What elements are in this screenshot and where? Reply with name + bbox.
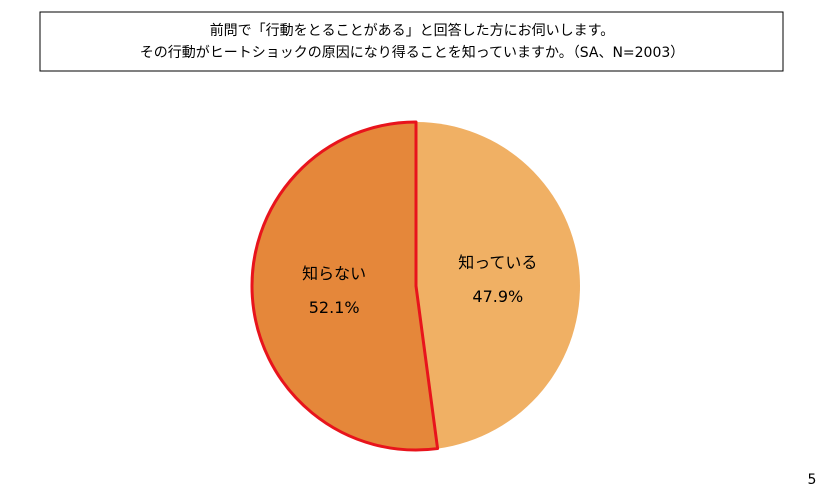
value-label: 52.1% <box>309 298 360 317</box>
pie-slice <box>416 122 580 449</box>
slice-label: 知っている <box>458 253 537 272</box>
title-box <box>39 11 784 72</box>
pie-slice <box>250 120 440 452</box>
value-label: 47.9% <box>472 287 523 306</box>
chart-title: 前問で「行動をとることがある」と回答した方にお伺いします。 <box>210 22 615 39</box>
chart-title: その行動がヒートショックの原因になり得ることを知っていますか。（SA、N=200… <box>140 44 685 61</box>
page-number: 5 <box>808 472 817 488</box>
slice-label: 知らない <box>302 264 366 283</box>
